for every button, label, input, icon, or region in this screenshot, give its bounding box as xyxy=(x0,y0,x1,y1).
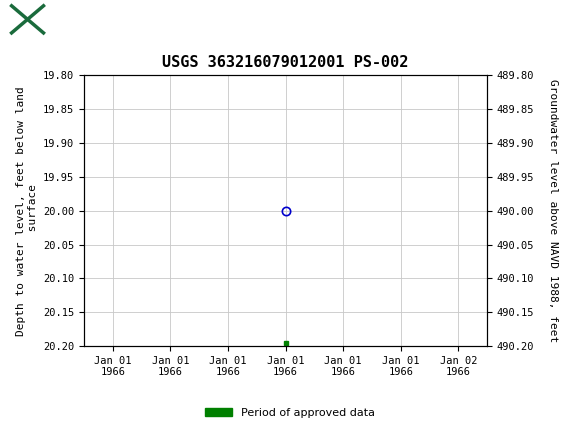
Legend: Period of approved data: Period of approved data xyxy=(200,403,380,422)
FancyBboxPatch shape xyxy=(12,6,43,33)
Title: USGS 363216079012001 PS-002: USGS 363216079012001 PS-002 xyxy=(162,55,409,70)
Y-axis label: Depth to water level, feet below land
 surface: Depth to water level, feet below land su… xyxy=(16,86,38,335)
Y-axis label: Groundwater level above NAVD 1988, feet: Groundwater level above NAVD 1988, feet xyxy=(548,79,559,342)
Text: USGS: USGS xyxy=(49,12,96,27)
